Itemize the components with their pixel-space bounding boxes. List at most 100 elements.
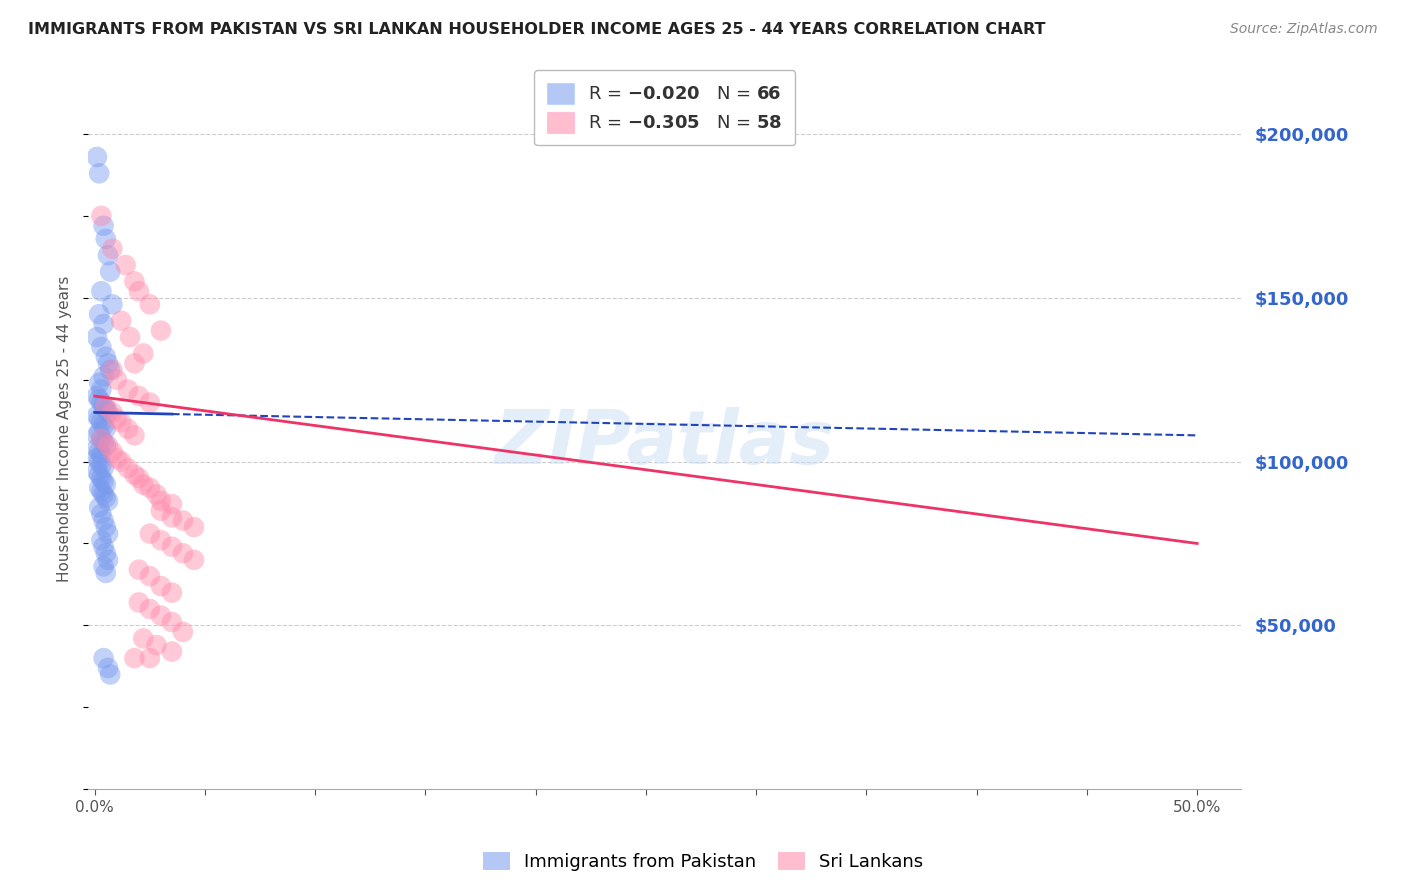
Point (94, 477, 117, 491)
Point (90, 285, 112, 299)
Point (160, 615, 183, 629)
Point (139, 297, 162, 311)
Point (105, 373, 128, 387)
Point (89, 444, 111, 458)
Point (110, 314, 132, 328)
Point (89, 454, 111, 468)
Point (94, 546, 117, 560)
Point (90, 471, 112, 485)
Point (117, 383, 139, 397)
Point (93, 418, 115, 433)
Point (94, 399, 117, 413)
Point (89, 376, 111, 390)
Point (86, 442, 108, 456)
Point (90, 484, 112, 499)
Point (105, 451, 128, 466)
Point (110, 454, 132, 468)
Point (160, 585, 183, 599)
Point (94, 422, 117, 436)
Point (97, 356, 120, 370)
Point (86, 150, 108, 164)
Point (97, 526, 120, 541)
Point (90, 209, 112, 223)
Point (124, 467, 146, 482)
Point (86, 409, 108, 423)
Point (97, 553, 120, 567)
Point (94, 491, 117, 505)
Point (160, 644, 183, 658)
Point (89, 412, 111, 426)
Point (101, 363, 124, 377)
Point (139, 569, 162, 583)
Point (86, 451, 108, 466)
Point (183, 553, 205, 567)
Point (89, 481, 111, 495)
Point (90, 383, 112, 397)
Point (117, 422, 139, 436)
Point (86, 428, 108, 442)
Point (132, 632, 155, 646)
Point (128, 563, 150, 577)
Point (93, 540, 115, 554)
Point (145, 638, 167, 652)
Point (94, 520, 117, 534)
Point (149, 579, 172, 593)
Point (160, 497, 183, 511)
Point (86, 464, 108, 478)
Point (90, 432, 112, 446)
Point (145, 487, 167, 501)
Point (94, 438, 117, 452)
Point (149, 324, 172, 338)
Point (98, 363, 121, 377)
Point (89, 392, 111, 407)
Point (183, 520, 205, 534)
Point (93, 514, 115, 528)
Text: Source: ZipAtlas.com: Source: ZipAtlas.com (1230, 22, 1378, 37)
Point (128, 595, 150, 609)
Point (105, 412, 128, 426)
Point (128, 389, 150, 403)
Point (97, 661, 120, 675)
Point (160, 540, 183, 554)
Point (93, 219, 115, 233)
Point (93, 399, 115, 413)
Point (101, 444, 124, 458)
Point (128, 471, 150, 485)
Point (90, 448, 112, 462)
Point (93, 651, 115, 665)
Point (93, 559, 115, 574)
Point (117, 461, 139, 475)
Point (86, 389, 108, 403)
Y-axis label: Householder Income Ages 25 - 44 years: Householder Income Ages 25 - 44 years (58, 276, 72, 582)
Point (94, 566, 117, 580)
Point (139, 651, 162, 665)
Point (149, 533, 172, 548)
Point (132, 346, 155, 360)
Point (128, 285, 150, 299)
Point (89, 500, 111, 515)
Point (94, 402, 117, 417)
Point (110, 415, 132, 429)
Point (139, 395, 162, 409)
Point (160, 510, 183, 524)
Point (93, 487, 115, 501)
Point (89, 425, 111, 439)
Point (97, 248, 120, 262)
Point (124, 428, 146, 442)
Point (172, 514, 194, 528)
Text: ZIPatlas: ZIPatlas (495, 407, 835, 480)
Point (172, 624, 194, 639)
Point (94, 232, 117, 246)
Point (93, 434, 115, 449)
Point (139, 526, 162, 541)
Point (98, 667, 121, 681)
Point (98, 264, 121, 278)
Point (97, 494, 120, 508)
Point (172, 546, 194, 560)
Point (124, 651, 146, 665)
Point (101, 405, 124, 419)
Point (90, 340, 112, 354)
Point (101, 242, 124, 256)
Point (93, 317, 115, 331)
Point (149, 608, 172, 623)
